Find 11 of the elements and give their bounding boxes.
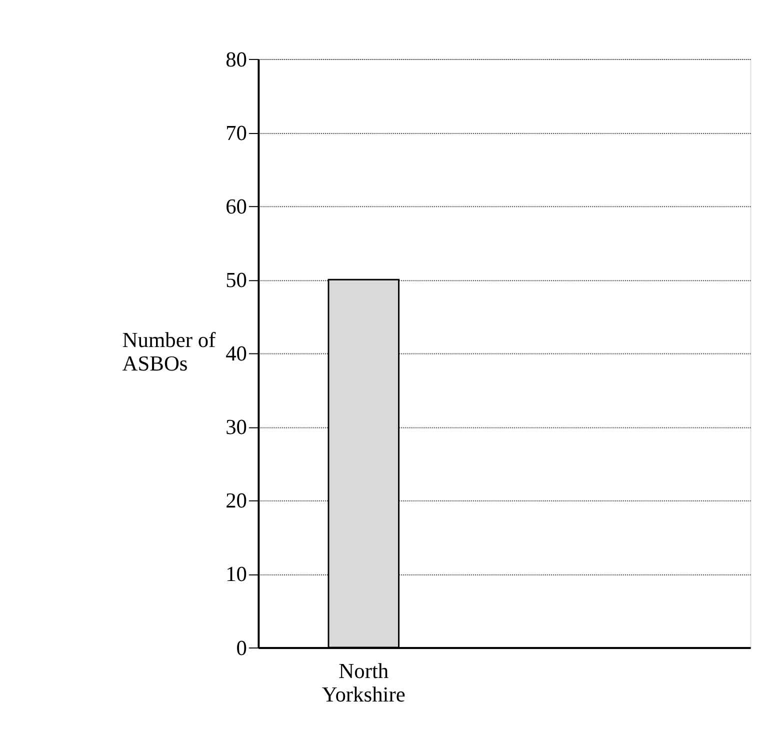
y-tick-label: 80 xyxy=(226,47,247,72)
y-tick-label: 0 xyxy=(236,636,247,660)
y-tick-label: 50 xyxy=(226,268,247,292)
y-tick-label: 70 xyxy=(226,120,247,145)
y-tick-label: 20 xyxy=(226,488,247,513)
y-tick-label: 60 xyxy=(226,194,247,218)
y-tick-label: 10 xyxy=(226,562,247,586)
y-axis-title: Number of ASBOs xyxy=(122,328,217,376)
x-tick-label: North Yorkshire xyxy=(322,659,406,707)
y-tick-label: 30 xyxy=(226,415,247,440)
y-tick-label: 40 xyxy=(226,342,247,366)
